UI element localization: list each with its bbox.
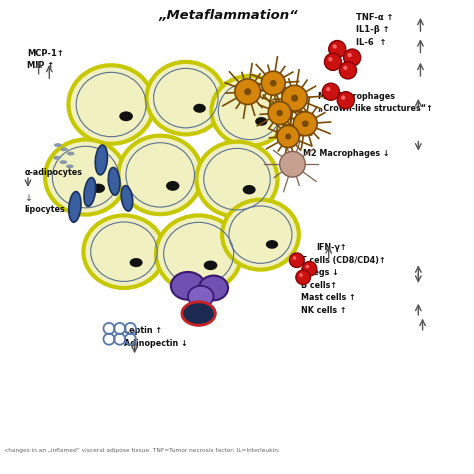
Text: TNF-α ↑
IL1-β ↑
IL-6  ↑: TNF-α ↑ IL1-β ↑ IL-6 ↑: [356, 13, 394, 47]
Circle shape: [282, 85, 307, 111]
Ellipse shape: [171, 272, 205, 300]
Text: lipocytes: lipocytes: [25, 205, 65, 213]
Ellipse shape: [108, 167, 120, 195]
Circle shape: [337, 92, 354, 109]
Ellipse shape: [199, 275, 228, 301]
Ellipse shape: [211, 76, 288, 146]
Circle shape: [268, 101, 291, 125]
Circle shape: [261, 71, 285, 95]
Circle shape: [285, 133, 292, 140]
Ellipse shape: [196, 142, 277, 217]
Circle shape: [328, 57, 333, 62]
Text: ↓: ↓: [25, 194, 33, 203]
Circle shape: [326, 87, 330, 91]
Ellipse shape: [121, 186, 133, 211]
Ellipse shape: [68, 65, 154, 144]
Ellipse shape: [188, 286, 213, 307]
Circle shape: [343, 66, 347, 70]
Ellipse shape: [84, 178, 96, 206]
Text: „Metaflammation“: „Metaflammation“: [159, 9, 298, 21]
Ellipse shape: [69, 191, 81, 222]
Ellipse shape: [156, 215, 241, 292]
Text: T cells (CD8/CD4)↑
T regs ↓
B cells↑
Mast cells ↑
NK cells ↑: T cells (CD8/CD4)↑ T regs ↓ B cells↑ Mas…: [301, 256, 386, 315]
Circle shape: [344, 49, 361, 66]
Ellipse shape: [118, 136, 202, 214]
Circle shape: [341, 96, 346, 100]
Ellipse shape: [182, 302, 215, 325]
Circle shape: [306, 265, 309, 268]
Ellipse shape: [92, 183, 105, 193]
Ellipse shape: [129, 258, 143, 267]
Circle shape: [302, 120, 309, 127]
Ellipse shape: [204, 261, 218, 270]
Text: IFN-γ↑: IFN-γ↑: [316, 243, 346, 252]
Ellipse shape: [266, 240, 278, 249]
Ellipse shape: [67, 152, 74, 155]
Text: α-adipocytes: α-adipocytes: [25, 168, 82, 177]
Circle shape: [324, 54, 341, 70]
Text: Leptin ↑
Adinopectin ↓: Leptin ↑ Adinopectin ↓: [124, 326, 188, 348]
Circle shape: [290, 253, 304, 267]
Ellipse shape: [54, 143, 62, 147]
Circle shape: [277, 126, 299, 147]
Ellipse shape: [53, 156, 61, 160]
Circle shape: [280, 152, 305, 177]
Ellipse shape: [66, 164, 73, 168]
Ellipse shape: [243, 185, 255, 194]
Circle shape: [291, 94, 298, 102]
Ellipse shape: [222, 200, 299, 270]
Circle shape: [347, 53, 352, 57]
Ellipse shape: [83, 215, 164, 288]
Circle shape: [328, 41, 346, 57]
Circle shape: [302, 262, 317, 276]
Circle shape: [296, 270, 310, 284]
Circle shape: [293, 112, 317, 136]
Circle shape: [270, 80, 277, 87]
Ellipse shape: [60, 160, 67, 164]
Text: M2 Macrophages ↓: M2 Macrophages ↓: [303, 149, 390, 158]
Ellipse shape: [193, 104, 206, 113]
Ellipse shape: [95, 145, 108, 175]
Ellipse shape: [45, 139, 126, 215]
Ellipse shape: [119, 111, 133, 121]
Text: M1 Macrophages
„Crown-like structures“↑: M1 Macrophages „Crown-like structures“↑: [318, 91, 433, 112]
Text: MCP-1↑
MIP ↑: MCP-1↑ MIP ↑: [27, 49, 64, 70]
Circle shape: [293, 256, 296, 260]
Circle shape: [276, 110, 283, 116]
Circle shape: [339, 62, 356, 79]
Ellipse shape: [146, 62, 225, 135]
Ellipse shape: [60, 147, 68, 151]
Circle shape: [244, 88, 251, 95]
Circle shape: [235, 79, 260, 104]
Ellipse shape: [255, 117, 267, 126]
Ellipse shape: [166, 181, 180, 191]
Circle shape: [333, 45, 337, 49]
Circle shape: [322, 83, 339, 100]
Circle shape: [299, 273, 303, 277]
Text: changes in an „inflamed“ visceral adipose tissue. TNF=Tumor necrosis factor; IL=: changes in an „inflamed“ visceral adipos…: [5, 448, 280, 453]
